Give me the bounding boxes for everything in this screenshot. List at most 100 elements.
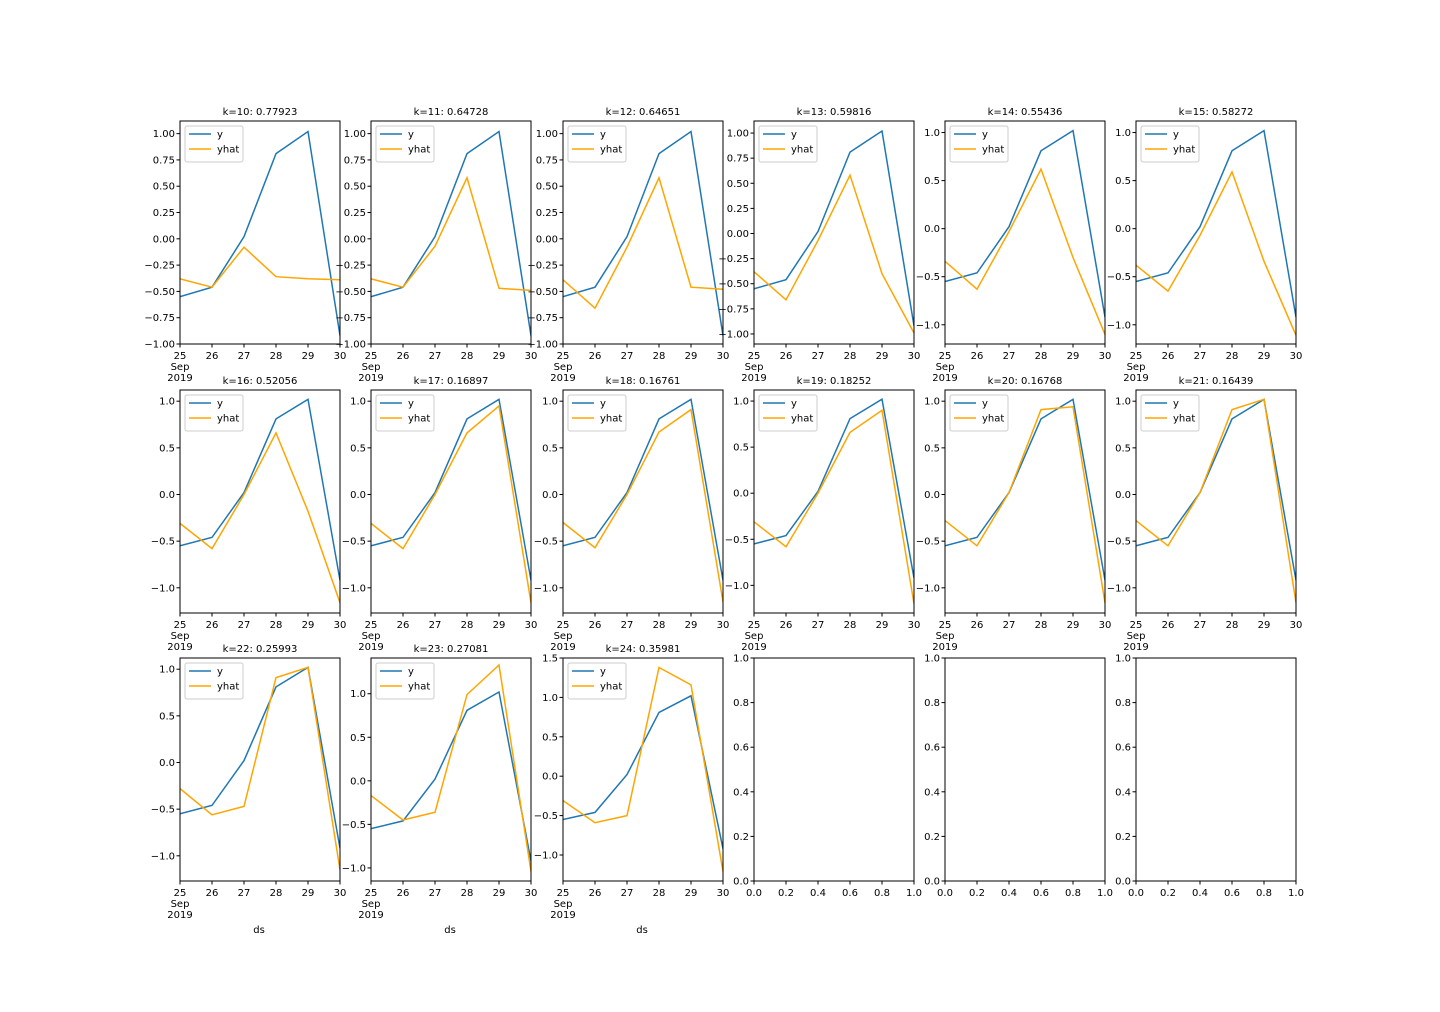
legend: y yhat bbox=[949, 394, 1009, 432]
y-tick-label: −0.5 bbox=[342, 537, 366, 548]
y-tick-label: −0.75 bbox=[718, 304, 749, 315]
y-tick-label: 1.0 bbox=[733, 654, 749, 665]
legend-label-y: y bbox=[600, 667, 606, 678]
x-tick-label: 27 bbox=[238, 888, 251, 899]
subplot-title: k=24: 0.35981 bbox=[606, 644, 681, 655]
x-tick-label: 29 bbox=[685, 351, 698, 362]
y-tick-label: −0.5 bbox=[916, 537, 940, 548]
y-tick-label: −0.5 bbox=[1107, 272, 1131, 283]
legend-label-y: y bbox=[217, 399, 223, 410]
legend-label-y: y bbox=[791, 399, 797, 410]
y-tick-label: 0.8 bbox=[1115, 698, 1131, 709]
x-tick-label: 25 bbox=[174, 351, 187, 362]
legend-label-yhat: yhat bbox=[600, 414, 622, 425]
x-tick-label: Sep bbox=[554, 631, 573, 642]
subplot-title: k=18: 0.16761 bbox=[606, 376, 681, 387]
x-tick-label: 28 bbox=[1226, 620, 1239, 631]
x-tick-label: 25 bbox=[748, 620, 761, 631]
x-tick-label: Sep bbox=[171, 899, 190, 910]
subplot-title: k=20: 0.16768 bbox=[988, 376, 1063, 387]
legend: y yhat bbox=[758, 125, 818, 163]
y-tick-label: 0.8 bbox=[733, 698, 749, 709]
y-tick-label: 1.0 bbox=[542, 693, 558, 704]
series-line-yhat bbox=[945, 167, 1105, 335]
empty-subplot: 0.0 0.2 0.4 0.6 0.8 1.0 0.0 0.2 0.4 0.6 0.8 1.0 bbox=[1115, 654, 1304, 900]
x-tick-label: Sep bbox=[362, 899, 381, 910]
x-tick-label: 25 bbox=[557, 888, 570, 899]
x-axis-label: ds bbox=[444, 925, 456, 936]
y-tick-label: −1.0 bbox=[916, 583, 940, 594]
subplot-k=22: k=22: 0.25993−1.0−0.50.00.51.025Sep20192… bbox=[151, 644, 347, 936]
x-tick-label: 26 bbox=[397, 888, 410, 899]
x-tick-label: 0.6 bbox=[1033, 888, 1049, 899]
legend-label-y: y bbox=[408, 667, 414, 678]
series-line-y bbox=[180, 398, 340, 581]
x-tick-label: 0.8 bbox=[874, 888, 890, 899]
x-tick-label: 30 bbox=[334, 888, 347, 899]
x-tick-label: 1.0 bbox=[1288, 888, 1304, 899]
x-tick-label: Sep bbox=[554, 362, 573, 373]
y-tick-label: 0.0 bbox=[159, 758, 175, 769]
x-tick-label: 28 bbox=[461, 888, 474, 899]
y-tick-label: 1.0 bbox=[924, 654, 940, 665]
x-tick-label: 2019 bbox=[932, 373, 957, 384]
series-line-yhat bbox=[180, 431, 340, 603]
x-tick-label: 1.0 bbox=[906, 888, 922, 899]
legend: y yhat bbox=[375, 125, 435, 163]
x-tick-label: 25 bbox=[939, 620, 952, 631]
x-tick-label: 28 bbox=[461, 620, 474, 631]
x-tick-label: 0.6 bbox=[842, 888, 858, 899]
empty-subplot: 0.0 0.2 0.4 0.6 0.8 1.0 0.0 0.2 0.4 0.6 0.8 1.0 bbox=[924, 654, 1113, 900]
x-tick-label: 28 bbox=[270, 888, 283, 899]
y-tick-label: 0.00 bbox=[344, 234, 366, 245]
y-tick-label: −1.0 bbox=[534, 850, 558, 861]
x-tick-label: 29 bbox=[493, 351, 506, 362]
x-tick-label: 28 bbox=[1226, 351, 1239, 362]
x-tick-label: 26 bbox=[589, 620, 602, 631]
y-tick-label: −0.25 bbox=[144, 261, 175, 272]
x-tick-label: 29 bbox=[493, 888, 506, 899]
y-tick-label: 0.00 bbox=[153, 234, 175, 245]
x-tick-label: 28 bbox=[844, 351, 857, 362]
x-tick-label: 30 bbox=[1290, 620, 1303, 631]
x-tick-label: 28 bbox=[270, 620, 283, 631]
y-tick-label: 0.0 bbox=[350, 490, 366, 501]
x-tick-label: 0.4 bbox=[1192, 888, 1208, 899]
y-tick-label: −1.0 bbox=[151, 583, 175, 594]
x-tick-label: 28 bbox=[653, 351, 666, 362]
y-tick-label: 0.0 bbox=[924, 490, 940, 501]
x-tick-label: 26 bbox=[397, 351, 410, 362]
y-tick-label: 1.00 bbox=[727, 129, 749, 140]
x-tick-label: 25 bbox=[174, 888, 187, 899]
x-tick-label: 30 bbox=[717, 620, 730, 631]
subplot-k=23: k=23: 0.27081−1.0−0.50.00.51.025Sep20192… bbox=[342, 644, 538, 936]
x-tick-label: 0.4 bbox=[1001, 888, 1017, 899]
y-tick-label: −0.50 bbox=[527, 287, 558, 298]
series-line-y bbox=[754, 129, 914, 327]
y-tick-label: −0.5 bbox=[916, 272, 940, 283]
axes-frame bbox=[944, 657, 1106, 882]
subplot-title: k=15: 0.58272 bbox=[1179, 107, 1254, 118]
x-tick-label: 30 bbox=[1099, 620, 1112, 631]
x-axis-label: ds bbox=[636, 925, 648, 936]
x-tick-label: 30 bbox=[334, 620, 347, 631]
subplot-title: k=22: 0.25993 bbox=[223, 644, 298, 655]
x-tick-label: 29 bbox=[302, 888, 315, 899]
x-tick-label: Sep bbox=[554, 899, 573, 910]
y-tick-label: 0.5 bbox=[350, 733, 366, 744]
x-tick-label: 25 bbox=[557, 620, 570, 631]
y-tick-label: −1.0 bbox=[151, 851, 175, 862]
x-tick-label: Sep bbox=[1127, 362, 1146, 373]
x-tick-label: 28 bbox=[270, 351, 283, 362]
legend-label-y: y bbox=[982, 399, 988, 410]
x-tick-label: Sep bbox=[936, 631, 955, 642]
legend-label-yhat: yhat bbox=[1173, 145, 1195, 156]
x-tick-label: 2019 bbox=[932, 642, 957, 653]
y-tick-label: 1.00 bbox=[344, 129, 366, 140]
x-tick-label: 28 bbox=[1035, 351, 1048, 362]
y-tick-label: −1.0 bbox=[342, 863, 366, 874]
legend-label-y: y bbox=[1173, 130, 1179, 141]
x-tick-label: 26 bbox=[589, 351, 602, 362]
x-tick-label: Sep bbox=[1127, 631, 1146, 642]
